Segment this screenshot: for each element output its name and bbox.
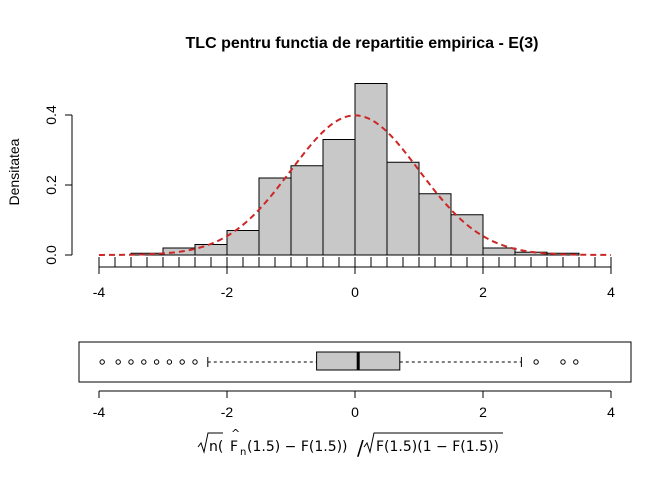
svg-text:n: n <box>240 447 246 458</box>
svg-text:^: ^ <box>231 427 240 440</box>
histogram-bars <box>130 83 580 256</box>
boxplot-x-axis-label: n( F ^ n (1.5) − F(1.5)) / F(1.5)(1 − F(… <box>197 427 503 460</box>
svg-text:F(1.5)(1 − F(1.5)): F(1.5)(1 − F(1.5)) <box>376 439 499 455</box>
histogram-bar <box>290 165 324 256</box>
boxplot-outlier <box>153 359 160 365</box>
boxplot <box>99 351 579 371</box>
boxplot-x-tick-label: -4 <box>93 404 106 420</box>
histogram-bar <box>354 83 388 256</box>
histogram-bar <box>258 177 292 256</box>
rug-marks <box>98 257 612 267</box>
svg-text:(1.5) − F(1.5)): (1.5) − F(1.5)) <box>247 439 348 455</box>
density-curve <box>98 114 612 256</box>
boxplot-x-tick-label: -2 <box>221 404 234 420</box>
boxplot-outlier <box>573 359 579 365</box>
boxplot-outlier <box>115 359 121 365</box>
histogram-y-axis: 0.0 0.2 0.4 <box>43 105 73 265</box>
svg-text:n(: n( <box>209 439 223 455</box>
boxplot-x-tick-label: 2 <box>479 404 487 420</box>
histogram-x-axis: -4 -2 0 2 4 <box>93 266 615 300</box>
boxplot-outlier <box>560 359 566 365</box>
boxplot-outlier <box>99 359 105 365</box>
boxplot-outlier <box>166 359 173 365</box>
boxplot-x-axis: -4 -2 0 2 4 <box>93 390 615 420</box>
x-tick-label: 2 <box>479 284 487 300</box>
x-tick-label: 0 <box>351 284 359 300</box>
boxplot-x-tick-label: 0 <box>351 404 359 420</box>
histogram-bar <box>482 247 516 256</box>
x-tick-label: 4 <box>607 284 615 300</box>
y-tick-label: 0.0 <box>43 245 59 265</box>
density-line <box>98 114 612 256</box>
boxplot-x-tick-label: 4 <box>607 404 615 420</box>
boxplot-outlier <box>141 359 147 365</box>
y-tick-label: 0.2 <box>43 175 59 195</box>
histogram-bar <box>130 252 164 256</box>
boxplot-outlier <box>192 359 198 365</box>
chart-title: TLC pentru functia de repartitie empiric… <box>186 35 539 52</box>
svg-text:F: F <box>230 439 238 455</box>
svg-text:/: / <box>357 436 364 460</box>
boxplot-outlier <box>533 359 539 365</box>
histogram-bar <box>386 161 420 256</box>
histogram-bar <box>418 193 452 256</box>
histogram-bar <box>450 214 484 256</box>
x-tick-label: -4 <box>93 284 106 300</box>
histogram-bar <box>226 230 260 256</box>
boxplot-outlier <box>128 359 134 365</box>
x-tick-label: -2 <box>221 284 234 300</box>
histogram-bar <box>322 139 356 256</box>
boxplot-frame <box>78 341 632 383</box>
y-axis-label: Densitatea <box>6 138 22 205</box>
histogram-bar <box>194 244 228 256</box>
y-tick-label: 0.4 <box>43 105 59 125</box>
boxplot-outlier <box>179 359 185 365</box>
